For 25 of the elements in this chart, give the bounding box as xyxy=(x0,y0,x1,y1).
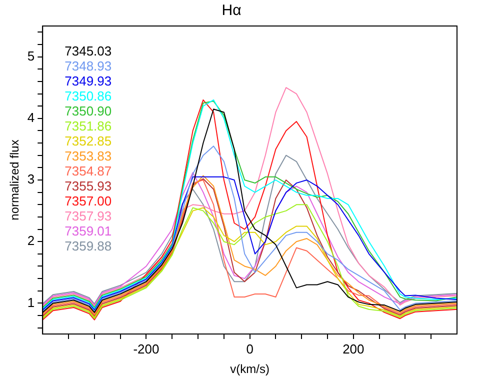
text: 7359.01 xyxy=(64,224,112,239)
x-tick-label: 200 xyxy=(342,341,364,356)
text: 7357.00 xyxy=(64,194,112,209)
text: 7345.03 xyxy=(64,44,112,59)
text: 7348.93 xyxy=(64,58,112,74)
x-tick-label: -200 xyxy=(133,341,160,356)
text: 7349.93 xyxy=(64,74,112,89)
text: 7355.93 xyxy=(64,178,112,194)
text: 7352.85 xyxy=(64,134,112,149)
y-tick-label: 5 xyxy=(27,48,35,64)
y-axis-title: normalized flux xyxy=(8,140,22,220)
text: 7359.88 xyxy=(64,238,112,254)
chart-title: Hα xyxy=(222,2,242,20)
text: 7353.83 xyxy=(64,148,112,164)
x-axis-title: v(km/s) xyxy=(230,362,270,376)
x-tick-label: 0 xyxy=(246,341,254,356)
y-tick-label: 4 xyxy=(27,110,35,125)
y-tick-label: 2 xyxy=(27,233,35,248)
text: 7350.90 xyxy=(64,104,112,119)
y-tick-label: 1 xyxy=(27,294,35,310)
text: 7354.87 xyxy=(64,164,112,179)
text: 7350.86 xyxy=(64,88,112,104)
text: 7351.86 xyxy=(64,118,112,134)
y-tick-label: 3 xyxy=(27,172,35,187)
text: 7357.93 xyxy=(64,208,112,224)
